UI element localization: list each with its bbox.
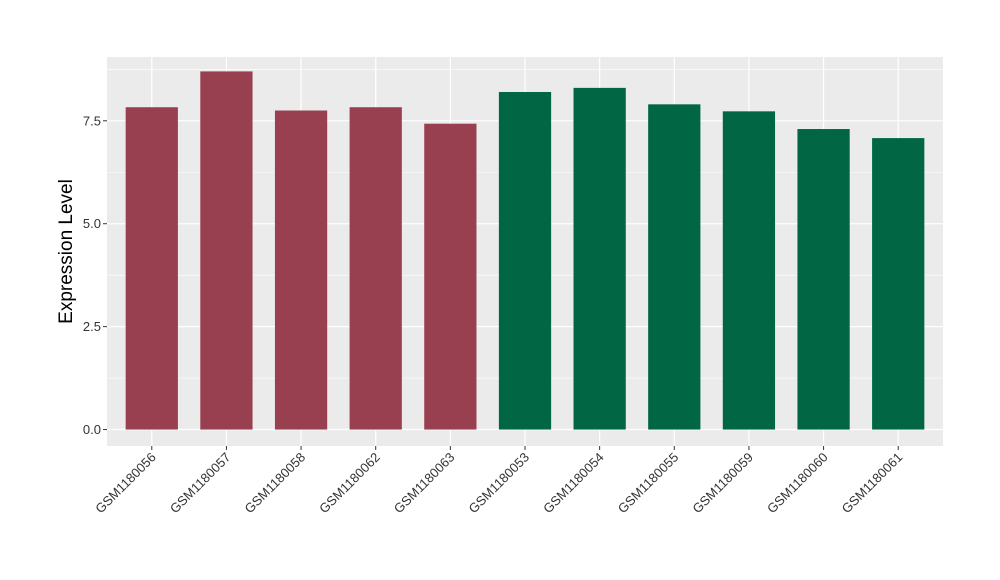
bar-gsm1180056 bbox=[125, 107, 178, 430]
x-tick-label: GSM1180059 bbox=[689, 450, 756, 517]
x-tick-label: GSM1180063 bbox=[391, 450, 458, 517]
bar-gsm1180057 bbox=[200, 71, 253, 430]
bar-gsm1180059 bbox=[722, 111, 776, 430]
x-tick-label: GSM1180056 bbox=[92, 450, 159, 517]
x-tick-label: GSM1180054 bbox=[540, 450, 607, 517]
bars bbox=[125, 71, 925, 430]
x-tick-label: GSM1180053 bbox=[465, 450, 532, 517]
bar-gsm1180060 bbox=[797, 129, 850, 430]
y-tick-label: 7.5 bbox=[83, 113, 101, 128]
y-axis-title: Expression Level bbox=[56, 179, 77, 324]
x-tick-label: GSM1180057 bbox=[167, 450, 234, 517]
bar-gsm1180055 bbox=[648, 104, 701, 430]
bar-gsm1180054 bbox=[573, 87, 626, 430]
bar-gsm1180058 bbox=[274, 110, 328, 430]
x-tick-label: GSM1180061 bbox=[839, 450, 906, 517]
x-tick-label: GSM1180062 bbox=[316, 450, 383, 517]
x-tick-label: GSM1180060 bbox=[764, 450, 831, 517]
y-tick-label: 2.5 bbox=[83, 319, 101, 334]
bar-gsm1180063 bbox=[424, 123, 477, 430]
bar-gsm1180062 bbox=[349, 107, 402, 430]
bar-gsm1180061 bbox=[872, 138, 925, 430]
y-axis: 0.0 2.5 5.0 7.5 bbox=[83, 113, 107, 437]
x-tick-label: GSM1180058 bbox=[242, 450, 309, 517]
bar-gsm1180053 bbox=[498, 91, 552, 430]
x-axis: GSM1180056 GSM1180057 GSM1180058 GSM1180062… bbox=[92, 446, 905, 516]
x-tick-label: GSM1180055 bbox=[615, 450, 682, 517]
y-tick-label: 0.0 bbox=[83, 422, 101, 437]
y-tick-label: 5.0 bbox=[83, 216, 101, 231]
